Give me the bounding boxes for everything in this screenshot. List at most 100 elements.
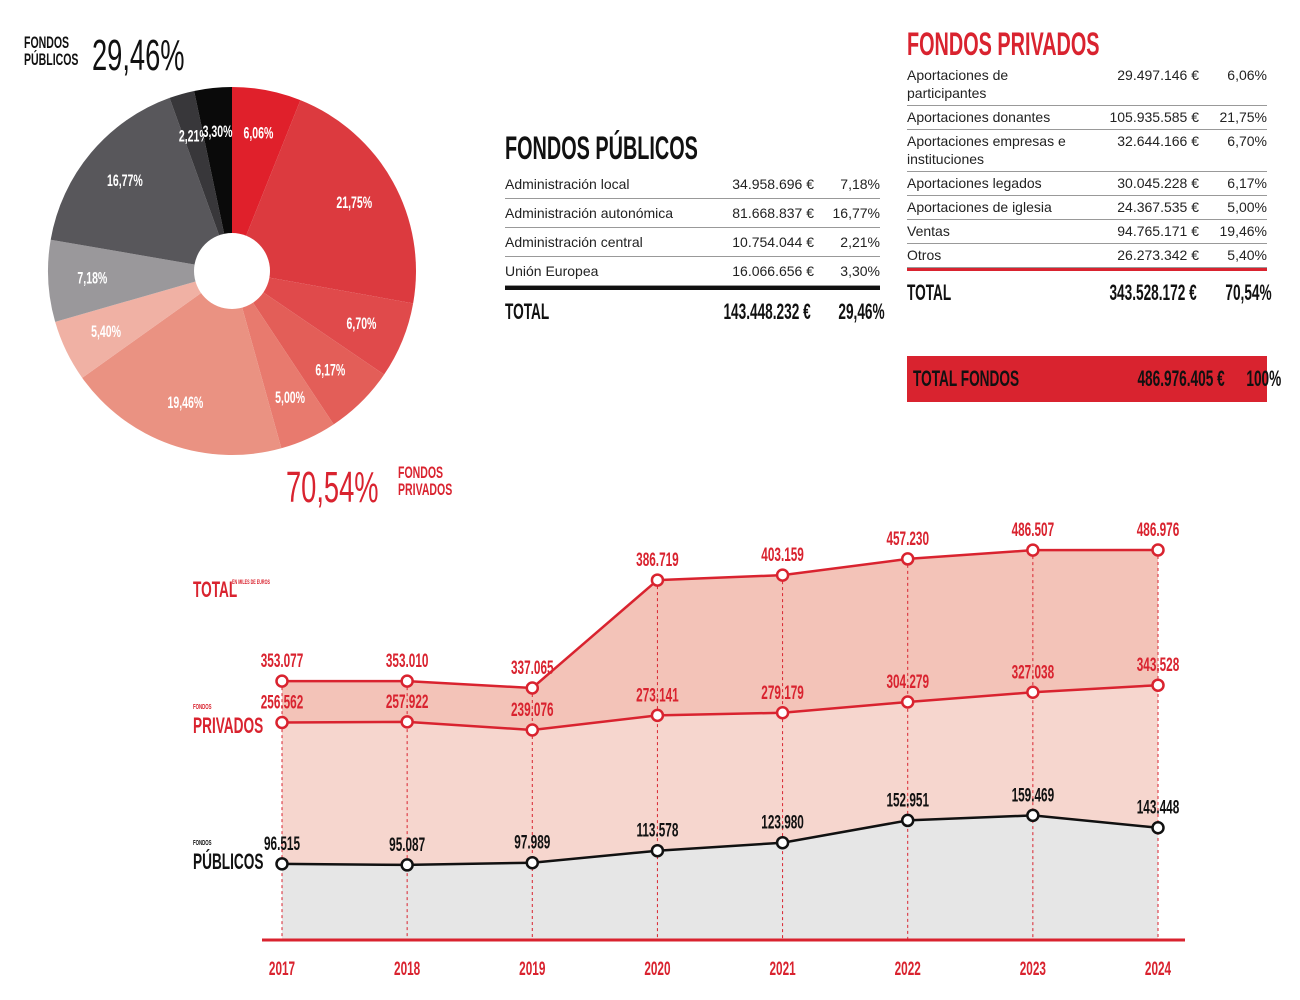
private-total-pct: 70,54%	[1225, 280, 1272, 305]
series-line-total	[281, 548, 1159, 690]
x-tick-label: 2017	[269, 959, 295, 979]
data-point	[400, 674, 414, 688]
x-tick-label: 2023	[1020, 959, 1046, 979]
x-tick-label: 2024	[1145, 959, 1171, 979]
private-summary-label-line2: PRIVADOS	[398, 480, 453, 499]
row-amount: 32.644.166 €	[1117, 133, 1199, 149]
private-total-amount: 343.528.172 €	[1109, 280, 1197, 305]
pie-slice-label: 19,46%	[168, 392, 204, 411]
data-label: 97.989	[514, 833, 550, 853]
data-label: 273.141	[636, 686, 679, 706]
data-label: 239.076	[511, 700, 554, 720]
row-pct: 21,75%	[1219, 109, 1267, 125]
data-point	[900, 695, 915, 709]
series-name-prefix: FONDOS	[193, 704, 212, 711]
x-tick-label: 2019	[519, 959, 545, 979]
x-tick-label: 2022	[895, 959, 921, 979]
pie-slice	[169, 90, 232, 271]
row-pct: 6,70%	[1227, 133, 1267, 149]
pie-slice	[47, 239, 233, 322]
series-name-label: PRIVADOS	[193, 713, 263, 738]
donut-hole	[194, 233, 270, 309]
data-label: 152.951	[886, 791, 929, 811]
public-summary-label-line2: PÚBLICOS	[24, 50, 79, 69]
public-table-row: Unión Europea 16.066.656 € 3,30%	[505, 257, 880, 286]
private-table-row: Aportaciones donantes 105.935.585 € 21,7…	[907, 106, 1267, 130]
grand-total-amount: 486.976.405 €	[1137, 366, 1225, 391]
row-label: Ventas	[907, 223, 950, 239]
public-funds-table: FONDOS PÚBLICOS Administración local 34.…	[505, 130, 885, 334]
data-label: 113.578	[636, 821, 678, 841]
data-point	[775, 706, 790, 720]
data-label: 95.087	[389, 835, 425, 855]
private-table-row: Aportaciones de participantes 29.497.146…	[907, 64, 1267, 106]
data-point	[1026, 685, 1040, 700]
private-total-row: TOTAL 343.528.172 € 70,54%	[907, 268, 1272, 315]
pie-slice	[82, 271, 282, 455]
data-label: 256.562	[261, 693, 304, 713]
data-point	[775, 568, 790, 582]
pie-slice-label: 6,06%	[244, 123, 274, 142]
area-total-fill	[282, 550, 1158, 940]
public-table-row: Administración autonómica 81.668.837 € 1…	[505, 199, 880, 228]
series-line-privados	[281, 683, 1159, 732]
data-label: 353.077	[261, 651, 304, 671]
data-label: 304.279	[886, 672, 929, 692]
funding-donut-chart: 6,06% 21,75% 6,70% 6,17% 5,00% 19,46% 5,40% 7,1…	[47, 87, 416, 455]
x-tick-label: 2018	[394, 959, 420, 979]
data-point	[775, 835, 790, 850]
pie-slice-label: 7,18%	[77, 268, 107, 287]
row-label: Administración local	[505, 176, 630, 192]
data-point	[1151, 820, 1165, 835]
row-amount: 34.958.696 €	[732, 176, 814, 192]
public-summary-label: FONDOS PÚBLICOS	[24, 34, 78, 68]
data-label: 486.507	[1012, 521, 1055, 541]
row-amount: 105.935.585 €	[1109, 109, 1199, 125]
data-label: 257.922	[386, 692, 429, 712]
private-table-row: Otros 26.273.342 € 5,40%	[907, 244, 1267, 268]
data-label: 159.469	[1012, 786, 1055, 806]
data-label: 457.230	[886, 529, 929, 549]
data-label: 353.010	[386, 652, 429, 672]
pie-slice-label: 6,70%	[347, 313, 377, 332]
series-name-prefix: FONDOS	[193, 840, 212, 847]
row-pct: 7,18%	[840, 176, 880, 192]
data-point	[650, 573, 665, 587]
pie-slice-label: 3,30%	[203, 121, 233, 140]
row-label: Aportaciones empresas e instituciones	[907, 133, 1066, 167]
row-label: Otros	[907, 247, 942, 263]
data-label: 337.065	[511, 658, 554, 678]
pie-slice	[50, 97, 233, 271]
row-pct: 19,46%	[1219, 223, 1267, 239]
grand-total-row: TOTAL FONDOS 486.976.405 € 100%	[907, 356, 1281, 402]
public-total-pct: 29,46%	[838, 299, 885, 324]
public-summary-label-line1: FONDOS	[24, 33, 70, 52]
row-label: Aportaciones legados	[907, 175, 1042, 191]
data-label: 403.159	[761, 546, 804, 566]
row-label: Aportaciones de iglesia	[907, 199, 1052, 215]
pie-slice-label: 6,17%	[315, 360, 345, 379]
row-label: Aportaciones donantes	[907, 109, 1051, 125]
row-pct: 3,30%	[840, 263, 880, 279]
grand-total-label: TOTAL FONDOS	[913, 366, 1020, 391]
row-pct: 2,21%	[840, 234, 880, 250]
public-summary-pct: 29,46%	[92, 31, 185, 80]
x-tick-label: 2021	[769, 959, 795, 979]
row-amount: 26.273.342 €	[1117, 247, 1199, 263]
row-pct: 16,77%	[832, 205, 880, 221]
pie-slice-label: 5,00%	[275, 388, 305, 407]
grand-total-pct: 100%	[1246, 366, 1282, 391]
private-table-row: Aportaciones empresas e instituciones 32…	[907, 130, 1267, 172]
public-table-title: FONDOS PÚBLICOS	[505, 130, 698, 166]
row-amount: 81.668.837 €	[732, 205, 814, 221]
public-table-row: Administración local 34.958.696 € 7,18%	[505, 170, 880, 199]
data-point	[525, 723, 540, 737]
data-point	[400, 715, 414, 729]
row-pct: 5,00%	[1227, 199, 1267, 215]
pie-slice-label: 2,21%	[179, 126, 209, 145]
unit-note: EN MILES DE EUROS	[232, 579, 270, 586]
private-summary-label-line1: FONDOS	[398, 463, 444, 482]
row-pct: 6,06%	[1227, 67, 1267, 83]
data-point	[525, 855, 540, 870]
data-label: 343.528	[1137, 656, 1180, 676]
